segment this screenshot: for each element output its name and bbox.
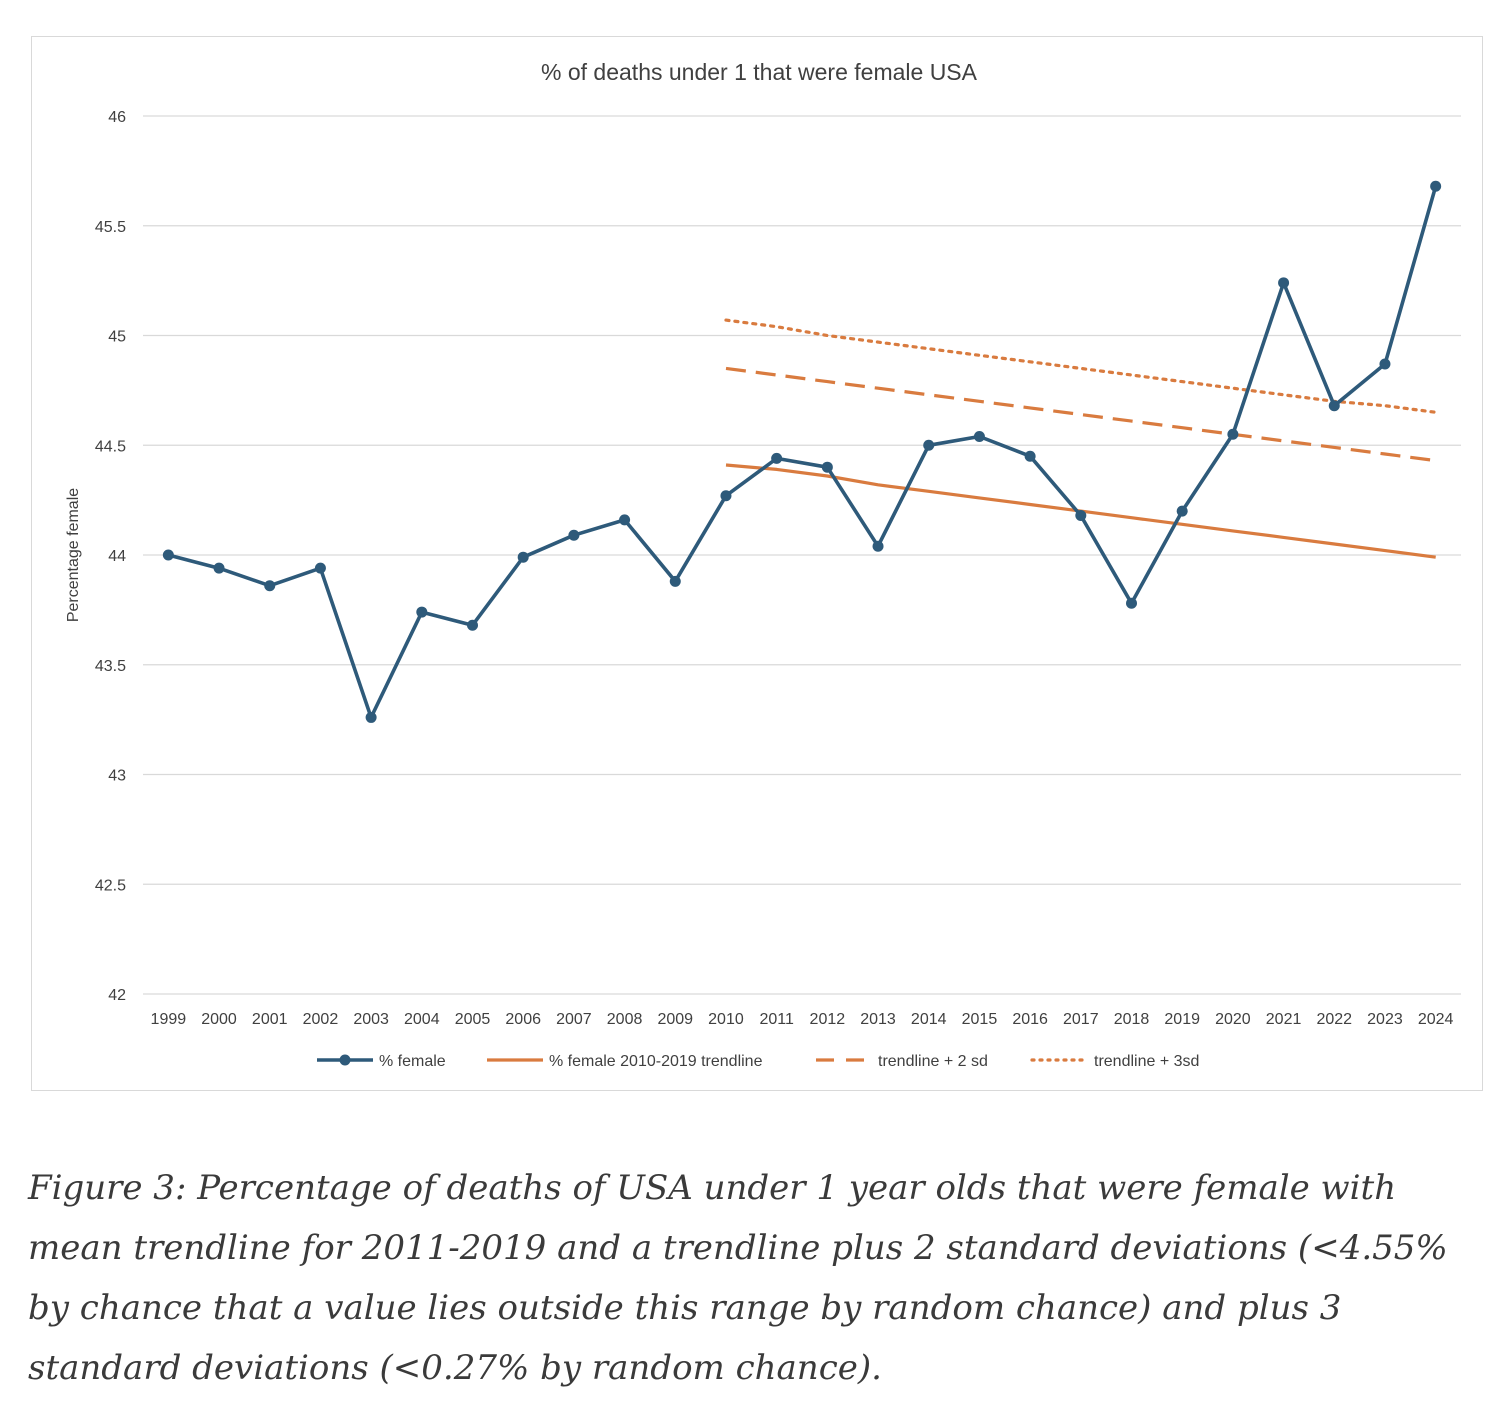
data-point bbox=[872, 540, 884, 552]
y-tick-label: 43 bbox=[108, 768, 126, 785]
x-tick-label: 2023 bbox=[1367, 1011, 1403, 1028]
gridlines bbox=[143, 115, 1461, 995]
x-tick-label: 2001 bbox=[252, 1011, 288, 1028]
y-tick-label: 44.5 bbox=[95, 438, 126, 455]
data-point bbox=[1379, 358, 1391, 370]
x-tick-label: 2015 bbox=[962, 1011, 998, 1028]
x-tick-label: 1999 bbox=[151, 1011, 187, 1028]
data-point bbox=[1328, 400, 1340, 412]
x-tick-label: 2024 bbox=[1418, 1011, 1454, 1028]
data-point bbox=[162, 549, 174, 561]
data-point bbox=[923, 439, 935, 451]
series-line-3 bbox=[724, 318, 1438, 414]
legend-label: % female 2010-2019 trendline bbox=[549, 1053, 763, 1070]
x-tick-label: 2022 bbox=[1316, 1011, 1352, 1028]
x-tick-label: 2005 bbox=[455, 1011, 491, 1028]
x-tick-label: 2002 bbox=[303, 1011, 339, 1028]
x-tick-label: 2009 bbox=[657, 1011, 693, 1028]
data-point bbox=[416, 606, 428, 618]
x-tick-label: 2017 bbox=[1063, 1011, 1099, 1028]
y-tick-label: 43.5 bbox=[95, 658, 126, 675]
x-tick-label: 2004 bbox=[404, 1011, 440, 1028]
x-tick-label: 2007 bbox=[556, 1011, 592, 1028]
x-tick-label: 2018 bbox=[1114, 1011, 1150, 1028]
x-tick-label: 2019 bbox=[1164, 1011, 1200, 1028]
data-point bbox=[213, 562, 225, 574]
x-tick-label: 2006 bbox=[505, 1011, 541, 1028]
x-tick-label: 2000 bbox=[201, 1011, 237, 1028]
x-tick-label: 2003 bbox=[353, 1011, 389, 1028]
data-point bbox=[669, 575, 681, 587]
series-line-2 bbox=[725, 366, 1436, 463]
data-point bbox=[1278, 277, 1290, 289]
y-tick-label: 42.5 bbox=[95, 877, 126, 894]
y-tick-label: 44 bbox=[108, 548, 126, 565]
legend-label: % female bbox=[379, 1053, 446, 1070]
x-tick-label: 2008 bbox=[607, 1011, 643, 1028]
legend-label: trendline + 2 sd bbox=[878, 1053, 988, 1070]
y-tick-label: 42 bbox=[108, 987, 126, 1004]
data-point bbox=[1024, 450, 1036, 462]
y-tick-labels: 42 42.5 43 43.5 44 44.5 45 45.5 46 bbox=[95, 109, 126, 1004]
data-point bbox=[771, 452, 783, 464]
x-tick-labels: 1999 2000 2001 2002 2003 2004 2005 2006 2007 2008… bbox=[151, 1011, 1454, 1028]
legend-label: trendline + 3sd bbox=[1094, 1053, 1199, 1070]
data-point bbox=[1227, 428, 1239, 440]
data-point bbox=[619, 514, 631, 526]
x-tick-label: 2011 bbox=[759, 1011, 794, 1028]
data-point bbox=[1430, 180, 1442, 192]
x-tick-label: 2012 bbox=[810, 1011, 846, 1028]
data-point bbox=[973, 430, 985, 442]
legend-marker bbox=[339, 1054, 351, 1066]
x-tick-label: 2010 bbox=[708, 1011, 744, 1028]
series-markers bbox=[162, 180, 1442, 723]
series-lines bbox=[167, 185, 1438, 720]
x-tick-label: 2016 bbox=[1012, 1011, 1048, 1028]
y-tick-label: 45 bbox=[108, 329, 126, 346]
data-point bbox=[720, 490, 732, 502]
data-point bbox=[314, 562, 326, 574]
y-tick-label: 45.5 bbox=[95, 219, 126, 236]
chart-frame: % of deaths under 1 that were female USA… bbox=[31, 36, 1483, 1091]
data-point bbox=[821, 461, 833, 473]
data-point bbox=[568, 529, 580, 541]
data-point bbox=[264, 580, 276, 592]
data-point bbox=[1075, 509, 1087, 521]
x-tick-label: 2014 bbox=[911, 1011, 947, 1028]
x-tick-label: 2013 bbox=[860, 1011, 896, 1028]
x-tick-label: 2020 bbox=[1215, 1011, 1251, 1028]
legend: % female % female 2010-2019 trendline tren… bbox=[317, 1053, 1199, 1070]
data-point bbox=[1176, 505, 1188, 517]
data-point bbox=[1126, 597, 1137, 609]
figure-caption: Figure 3: Percentage of deaths of USA un… bbox=[28, 1168, 1448, 1388]
chart-title: % of deaths under 1 that were female USA bbox=[541, 59, 978, 85]
data-point bbox=[365, 711, 377, 723]
data-point bbox=[517, 551, 529, 563]
series-line-0 bbox=[167, 185, 1438, 720]
x-tick-label: 2021 bbox=[1266, 1011, 1302, 1028]
y-axis-label: Percentage female bbox=[65, 488, 82, 622]
data-point bbox=[467, 619, 478, 631]
line-chart: % of deaths under 1 that were female USA… bbox=[65, 59, 1461, 1070]
y-tick-label: 46 bbox=[108, 109, 126, 126]
